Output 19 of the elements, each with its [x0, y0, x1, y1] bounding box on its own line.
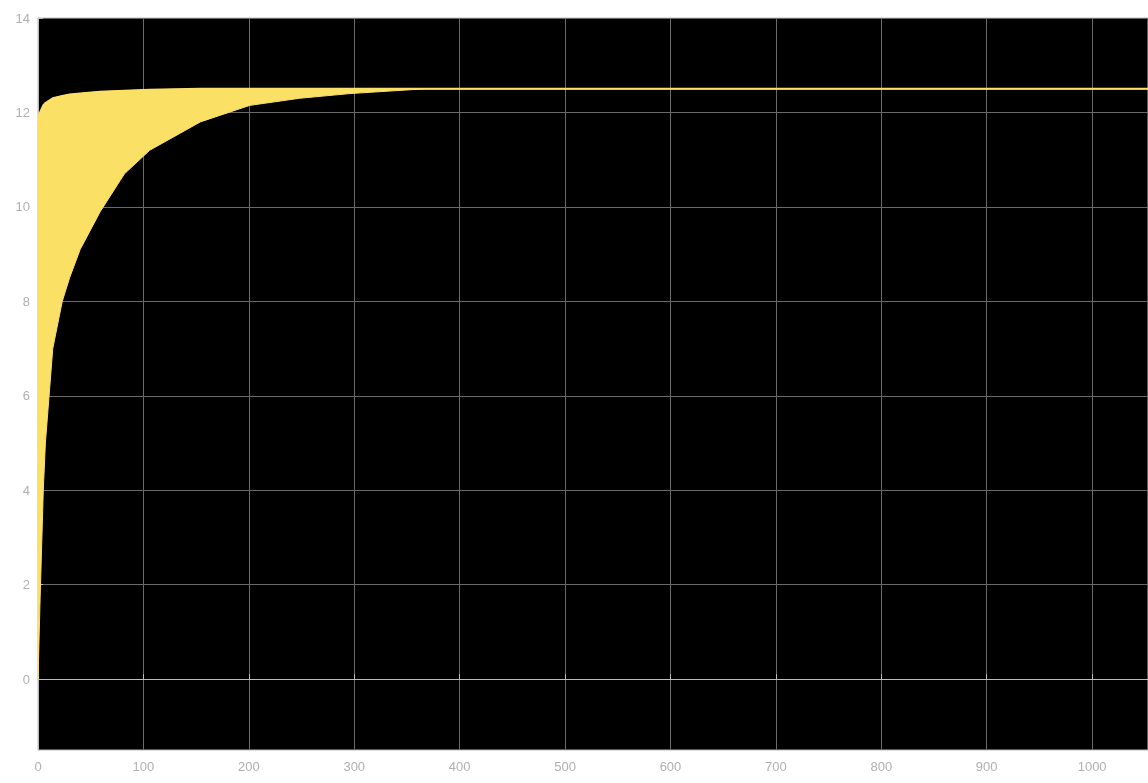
x-tick-label: 0: [34, 759, 42, 774]
y-tick-label: 14: [15, 10, 30, 26]
y-tick-label: 2: [22, 577, 30, 593]
x-tick-label: 1000: [1077, 759, 1107, 774]
x-tick-label: 400: [448, 759, 471, 774]
x-tick-label: 200: [237, 759, 260, 774]
x-tick-label: 100: [132, 759, 155, 774]
x-tick-label: 600: [659, 759, 682, 774]
x-tick-label: 800: [870, 759, 893, 774]
x-tick-label: 900: [975, 759, 998, 774]
x-tick-label: 300: [343, 759, 366, 774]
x-tick-label: 700: [765, 759, 787, 774]
y-tick-label: 4: [22, 482, 30, 498]
y-tick-label: 12: [15, 104, 30, 120]
y-tick-label: 0: [22, 671, 30, 687]
y-tick-label: 8: [22, 293, 30, 309]
y-tick-label: 6: [22, 388, 30, 404]
y-tick-label: 10: [15, 199, 30, 215]
x-tick-label: 500: [554, 759, 576, 774]
